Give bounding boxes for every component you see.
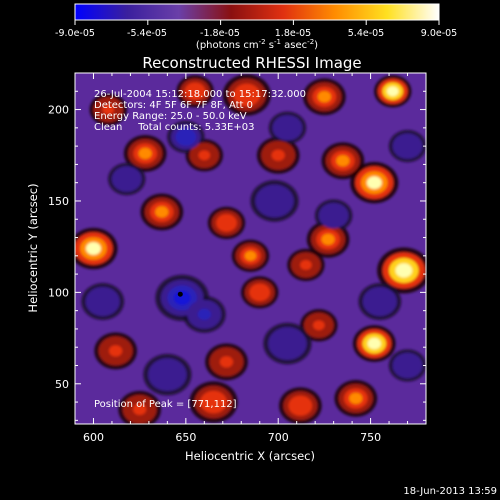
peak-marker (177, 291, 183, 297)
heatmap-blob (219, 356, 234, 368)
heatmap-blob (120, 174, 133, 184)
heatmap-blob (321, 233, 335, 246)
y-tick-labels: 50 100 150 200 (48, 104, 69, 391)
heatmap-blob (317, 91, 332, 103)
annotation-line: Detectors: 4F 5F 6F 7F 8F, Att 0 (94, 100, 253, 111)
annotation-line: Clean Total counts: 5.33E+03 (94, 122, 254, 133)
heatmap-blob (313, 320, 325, 331)
x-tick-label: 750 (360, 431, 381, 444)
heatmap-blob (138, 147, 152, 160)
heatmap-blob (155, 206, 169, 218)
colorbar-tick-label: 1.8e-05 (275, 28, 311, 39)
heatmap-blob (373, 295, 387, 308)
x-tick-label: 600 (83, 431, 104, 444)
heatmap-blob (293, 400, 308, 412)
heatmap-blob (349, 392, 363, 405)
heatmap-image (75, 74, 426, 424)
y-tick-label: 150 (48, 195, 69, 208)
heatmap-blob (267, 194, 282, 208)
heatmap-blob (253, 287, 266, 298)
x-tick-labels: 600 650 700 750 (83, 431, 381, 444)
annotation-line: 26-Jul-2004 15:12:18.000 to 15:17:32.000 (94, 89, 306, 100)
footer-date: 18-Jun-2013 13:59 (403, 486, 497, 497)
annotation-block: 26-Jul-2004 15:12:18.000 to 15:17:32.000… (94, 89, 306, 133)
heatmap-blob (327, 210, 340, 221)
colorbar-tick-label: 9.0e-05 (421, 28, 457, 39)
heatmap-blob (401, 141, 414, 152)
heatmap-blob (85, 242, 101, 255)
colorbar-ticks (74, 20, 440, 25)
x-tick-label: 700 (268, 431, 289, 444)
heatmap-blob (220, 217, 233, 228)
x-axis-label: Heliocentric X (arcsec) (185, 449, 315, 463)
colorbar-tick-label: -1.8e-05 (200, 28, 240, 39)
heatmap-blob (244, 250, 257, 261)
chart-title: Reconstructed RHESSI Image (142, 54, 361, 72)
peak-position-label: Position of Peak = [771,112] (94, 399, 237, 410)
colorbar-tick-labels: -9.0e-05 -5.4e-05 -1.8e-05 1.8e-05 5.4e-… (55, 28, 457, 39)
y-axis-label: Heliocentric Y (arcsec) (26, 183, 40, 312)
annotation-line: Energy Range: 25.0 - 50.0 keV (94, 111, 247, 122)
heatmap-blob (180, 132, 192, 142)
heatmap-blob (159, 368, 175, 382)
heatmap-blob (386, 86, 399, 97)
heatmap-blob (281, 122, 294, 133)
heatmap-blob (279, 337, 295, 350)
axis-ticks (74, 72, 427, 424)
x-tick-label: 650 (175, 431, 196, 444)
heatmap-blob (395, 263, 413, 278)
plot-frame (74, 72, 427, 425)
y-tick-label: 200 (48, 104, 69, 117)
y-tick-label: 100 (48, 286, 69, 299)
heatmap-blob (336, 155, 350, 167)
colorbar-tick-label: 5.4e-05 (348, 28, 384, 39)
y-tick-label: 50 (55, 378, 69, 391)
colorbar-tick-label: -9.0e-05 (55, 28, 95, 39)
heatmap-blob (239, 88, 255, 102)
heatmap-blob (401, 360, 414, 371)
colorbar-unit-label: (photons cm-2 s-1 asec-2) (196, 38, 318, 51)
heatmap-blob (198, 150, 211, 161)
heatmap-blob (197, 308, 211, 320)
heatmap-blob (108, 345, 123, 357)
heatmap-blob (96, 295, 110, 308)
heatmap-blob (102, 104, 115, 115)
heatmap-blob (206, 395, 222, 409)
heatmap-blob (366, 176, 382, 190)
colorbar-tick-label: -5.4e-05 (127, 28, 167, 39)
heatmap-blob (189, 86, 201, 97)
heatmap-blob (300, 260, 312, 270)
heatmap-blob (271, 149, 285, 161)
heatmap-blob (133, 403, 147, 416)
colorbar (74, 3, 440, 21)
heatmap-blob (367, 337, 381, 350)
